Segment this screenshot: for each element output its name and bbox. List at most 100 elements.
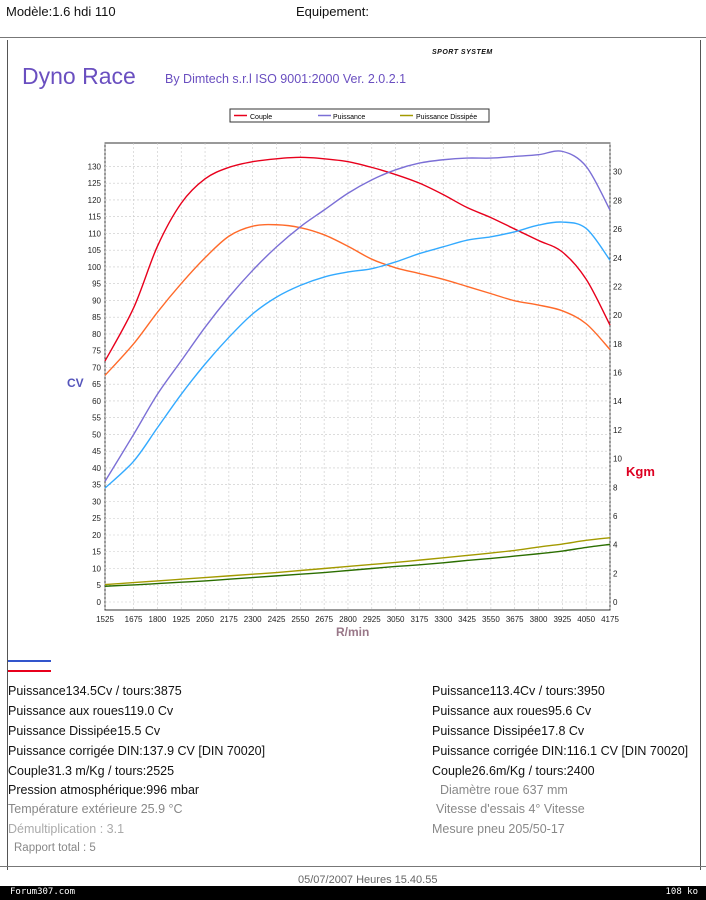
run1-marker-line <box>8 660 51 662</box>
result-right-power: Puissance113.4Cv / tours:3950 <box>432 684 605 698</box>
y-left-tick-label: 100 <box>88 263 102 272</box>
x-tick-label: 3425 <box>458 615 476 624</box>
result-left-dissipated: Puissance Dissipée15.5 Cv <box>8 724 161 738</box>
test-datetime: 05/07/2007 Heures 15.40.55 <box>298 874 438 886</box>
y-left-tick-label: 115 <box>88 213 101 222</box>
y-right-tick-label: 8 <box>613 483 618 492</box>
result-left-din: Puissance corrigée DIN:137.9 CV [DIN 700… <box>8 744 266 758</box>
footer-rule <box>0 866 706 867</box>
dyno-chart: Couple Puissance Puissance Dissipée 1525… <box>67 108 655 639</box>
result-right-dissipated: Puissance Dissipée17.8 Cv <box>432 724 585 738</box>
x-tick-label: 3550 <box>482 615 500 624</box>
y-right-tick-label: 12 <box>613 426 622 435</box>
y-right-tick-label: 2 <box>613 569 618 578</box>
x-tick-label: 4050 <box>577 615 595 624</box>
condition-wheel-diameter: Diamètre roue 637 mm <box>440 783 568 797</box>
y-left-tick-label: 15 <box>92 548 101 557</box>
series-line-couple <box>104 156 611 362</box>
result-right-torque: Couple26.6m/Kg / tours:2400 <box>432 764 595 778</box>
y-left-tick-label: 45 <box>92 447 101 456</box>
y-right-tick-label: 6 <box>613 512 618 521</box>
y-left-tick-label: 20 <box>92 531 101 540</box>
y-left-tick-label: 0 <box>97 598 102 607</box>
model-label: Modèle:1.6 hdi 110 <box>6 4 116 19</box>
y-right-tick-label: 16 <box>613 369 622 378</box>
y-left-tick-label: 35 <box>92 481 101 490</box>
y-right-tick-label: 0 <box>613 598 618 607</box>
x-tick-label: 3675 <box>506 615 524 624</box>
y-axis-label-kgm: Kgm <box>626 464 655 479</box>
x-tick-label: 2550 <box>291 615 309 624</box>
equipment-label: Equipement: <box>296 4 369 19</box>
app-title: Dyno Race <box>22 63 136 89</box>
x-tick-label: 3300 <box>434 615 452 624</box>
x-tick-label: 3925 <box>553 615 571 624</box>
x-tick-label: 2300 <box>244 615 262 624</box>
x-tick-label: 3050 <box>387 615 405 624</box>
chart-legend: Couple Puissance Puissance Dissipée <box>229 108 490 123</box>
x-tick-label: 1525 <box>96 615 114 624</box>
y-right-tick-label: 18 <box>613 340 622 349</box>
condition-gear-ratio: Démultiplication : 3.1 <box>8 822 125 836</box>
x-tick-label: 2050 <box>196 615 214 624</box>
y-left-tick-label: 55 <box>92 414 101 423</box>
y-left-tick-label: 110 <box>88 229 101 238</box>
y-right-tick-label: 14 <box>613 397 622 406</box>
legend-couple: Couple <box>250 114 272 121</box>
y-left-tick-label: 95 <box>92 280 101 289</box>
series-line-dissipee-run2 <box>104 543 611 587</box>
y-right-tick-label: 30 <box>613 168 622 177</box>
y-left-tick-label: 50 <box>92 430 101 439</box>
x-tick-label: 1925 <box>172 615 190 624</box>
series-line-puissance-run2 <box>104 221 611 489</box>
y-left-tick-label: 40 <box>92 464 101 473</box>
series-line-dissipee <box>104 536 611 586</box>
x-tick-label: 2800 <box>339 615 357 624</box>
y-left-tick-label: 5 <box>97 581 102 590</box>
y-left-tick-label: 90 <box>92 296 101 305</box>
y-left-tick-label: 85 <box>92 313 101 322</box>
right-border <box>700 40 701 870</box>
y-left-tick-label: 75 <box>92 347 101 356</box>
image-footer-bar: Forum307.com 108 ko <box>0 886 706 900</box>
y-left-tick-label: 65 <box>92 380 101 389</box>
x-tick-label: 1800 <box>149 615 167 624</box>
result-right-wheel-power: Puissance aux roues95.6 Cv <box>432 704 592 718</box>
x-tick-label: 1675 <box>125 615 143 624</box>
condition-temperature: Température extérieure 25.9 °C <box>8 802 183 816</box>
y-left-tick-label: 130 <box>88 162 102 171</box>
condition-tyre-size: Mesure pneu 205/50-17 <box>432 822 565 836</box>
result-left-wheel-power: Puissance aux roues119.0 Cv <box>8 704 174 718</box>
y-right-tick-label: 20 <box>613 311 622 320</box>
y-right-tick-label: 10 <box>613 455 622 464</box>
y-left-tick-label: 80 <box>92 330 101 339</box>
left-border <box>7 40 8 870</box>
y-left-tick-label: 60 <box>92 397 101 406</box>
legend-puissance: Puissance <box>333 114 365 121</box>
y-left-tick-label: 10 <box>92 564 101 573</box>
result-right-din: Puissance corrigée DIN:116.1 CV [DIN 700… <box>432 744 689 758</box>
y-left-tick-label: 30 <box>92 497 101 506</box>
series-line-couple-run2 <box>104 223 611 376</box>
y-left-tick-label: 125 <box>88 179 102 188</box>
y-right-tick-label: 28 <box>613 196 622 205</box>
y-axis-label-cv: CV <box>67 376 84 390</box>
condition-pressure: Pression atmosphérique:996 mbar <box>8 783 200 797</box>
y-right-tick-label: 4 <box>613 541 618 550</box>
result-left-power: Puissance134.5Cv / tours:3875 <box>8 684 182 698</box>
series-line-puissance <box>104 150 611 482</box>
header-rule <box>0 37 706 38</box>
legend-dissipee: Puissance Dissipée <box>416 114 477 121</box>
run2-marker-line <box>8 670 51 672</box>
x-axis-label: R/min <box>336 625 369 639</box>
y-left-tick-label: 105 <box>88 246 102 255</box>
condition-test-speed: Vitesse d'essais 4° Vitesse <box>436 802 585 816</box>
x-tick-label: 2175 <box>220 615 238 624</box>
x-tick-label: 3800 <box>530 615 548 624</box>
x-tick-label: 3175 <box>411 615 429 624</box>
condition-total-ratio: Rapport total : 5 <box>14 842 96 854</box>
y-left-tick-label: 120 <box>88 196 102 205</box>
result-left-torque: Couple31.3 m/Kg / tours:2525 <box>8 764 175 778</box>
x-tick-label: 4175 <box>601 615 619 624</box>
y-left-tick-label: 70 <box>92 363 101 372</box>
